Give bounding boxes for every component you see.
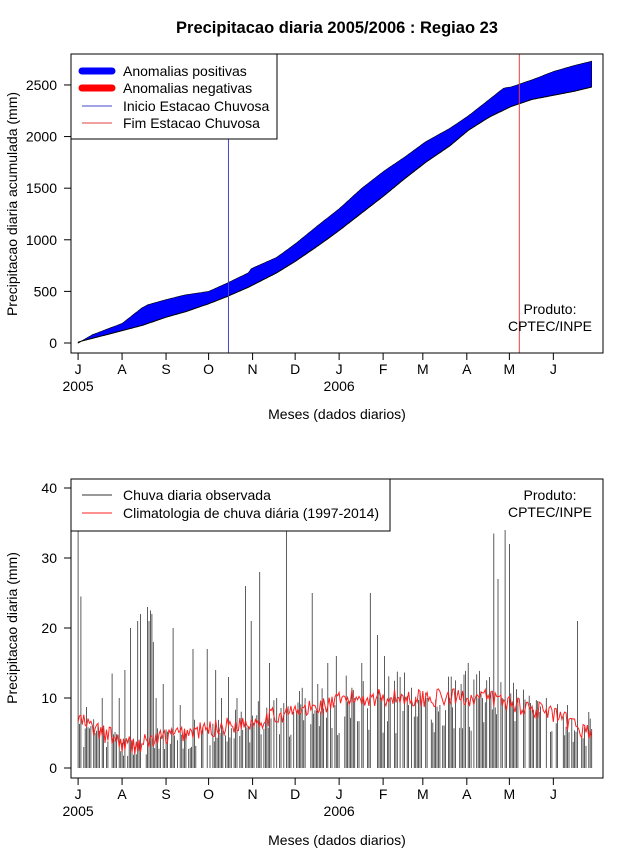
bottom-x-tick-label: M (417, 786, 429, 802)
bottom-year-label: 2006 (324, 803, 355, 819)
bottom-produto-line1: Produto: (524, 487, 577, 503)
top-year-label: 2006 (324, 378, 355, 394)
top-x-tick-label: F (379, 361, 388, 377)
bottom-x-label: Meses (dados diarios) (268, 832, 406, 848)
bottom-x-tick-label: S (161, 786, 170, 802)
bottom-x-tick-label: J (550, 786, 557, 802)
top-legend: Anomalias positivas Anomalias negativas … (70, 53, 278, 140)
top-year-label: 2005 (63, 378, 94, 394)
climatology-cumulative-line (77, 86, 592, 344)
bottom-x-tick-label: N (248, 786, 258, 802)
legend-observed-label: Chuva diaria observada (123, 487, 271, 503)
top-x-tick-label: D (290, 361, 300, 377)
legend-positive-label: Anomalias positivas (123, 63, 247, 79)
bottom-x-tick-label: J (336, 786, 343, 802)
top-y-tick-label: 500 (34, 283, 58, 299)
top-produto-line1: Produto: (524, 301, 577, 317)
bottom-y-label: Precipitacao diaria (mm) (4, 552, 20, 704)
bottom-x-tick-label: M (504, 786, 516, 802)
climatology-daily-line (77, 687, 593, 755)
top-y-label: Precipitacao diaria acumulada (mm) (4, 92, 20, 316)
top-x-tick-label: S (161, 361, 170, 377)
bottom-x-tick-label: A (117, 786, 127, 802)
top-y-tick-label: 2500 (26, 77, 57, 93)
legend-start-label: Inicio Estacao Chuvosa (123, 98, 270, 114)
bottom-x-tick-label: J (75, 786, 82, 802)
legend-end-label: Fim Estacao Chuvosa (123, 115, 260, 131)
top-x-tick-label: J (75, 361, 82, 377)
bottom-y-tick-label: 40 (41, 480, 57, 496)
top-x-tick-label: J (336, 361, 343, 377)
legend-negative-label: Anomalias negativas (123, 80, 252, 96)
top-x-tick-label: A (462, 361, 472, 377)
bottom-legend: Chuva diaria observada Climatologia de c… (70, 478, 391, 532)
chart-title: Precipitacao diaria 2005/2006 : Regiao 2… (176, 19, 498, 37)
bottom-produto-line2: CPTEC/INPE (508, 504, 592, 520)
top-x-tick-label: O (203, 361, 214, 377)
bottom-y-tick-label: 20 (41, 620, 57, 636)
top-y-tick-label: 1500 (26, 180, 57, 196)
bottom-x-tick-label: F (379, 786, 388, 802)
top-x-tick-label: M (417, 361, 429, 377)
top-y-tick-label: 2000 (26, 129, 57, 145)
top-produto-line2: CPTEC/INPE (508, 318, 592, 334)
bottom-y-tick-label: 0 (49, 760, 57, 776)
top-y-axis: 0 500 1000 1500 2000 2500 (26, 77, 72, 351)
top-x-tick-label: J (550, 361, 557, 377)
daily-marks (77, 516, 593, 768)
bottom-x-tick-label: A (462, 786, 472, 802)
top-x-tick-label: A (117, 361, 127, 377)
bottom-y-tick-label: 30 (41, 550, 57, 566)
bottom-y-tick-label: 10 (41, 690, 57, 706)
bottom-x-tick-label: D (290, 786, 300, 802)
bottom-legend-box (70, 478, 391, 532)
top-x-tick-label: N (248, 361, 258, 377)
legend-climatology-label: Climatologia de chuva diária (1997-2014) (123, 505, 379, 521)
top-y-tick-label: 0 (49, 335, 57, 351)
top-y-tick-label: 1000 (26, 232, 57, 248)
bottom-x-tick-label: O (203, 786, 214, 802)
top-x-label: Meses (dados diarios) (268, 406, 406, 422)
bottom-year-label: 2005 (63, 803, 94, 819)
top-x-tick-label: M (504, 361, 516, 377)
bottom-y-axis: 0 10 20 30 40 (41, 480, 72, 776)
